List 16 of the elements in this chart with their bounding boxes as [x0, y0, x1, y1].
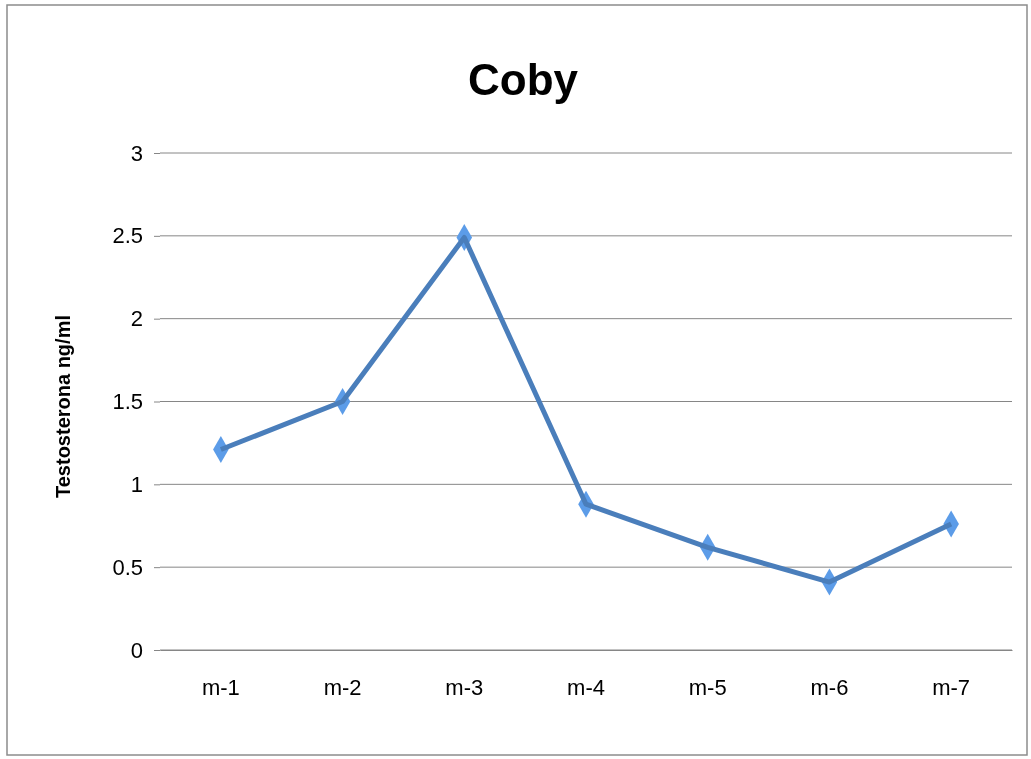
- x-tick-label: m-3: [445, 675, 484, 700]
- y-tick-label: 1.5: [112, 389, 143, 415]
- y-axis-title: Testosterona ng/ml: [52, 315, 74, 498]
- x-tick-label: m-1: [201, 675, 240, 700]
- chart-title: Coby: [468, 55, 579, 104]
- y-tick-label: 0.5: [112, 554, 143, 580]
- y-tick-label: 1: [130, 471, 143, 497]
- x-tick-label: m-2: [323, 675, 362, 700]
- y-tick-label: 2: [130, 306, 143, 332]
- x-tick-label: m-7: [932, 675, 971, 700]
- x-tick-label: m-6: [810, 675, 849, 700]
- y-tick-label: 0: [130, 637, 143, 663]
- x-tick-label: m-4: [567, 675, 605, 700]
- y-tick-label: 2.5: [112, 223, 143, 249]
- y-tick-label: 3: [130, 140, 143, 166]
- x-tick-label: m-5: [688, 675, 727, 700]
